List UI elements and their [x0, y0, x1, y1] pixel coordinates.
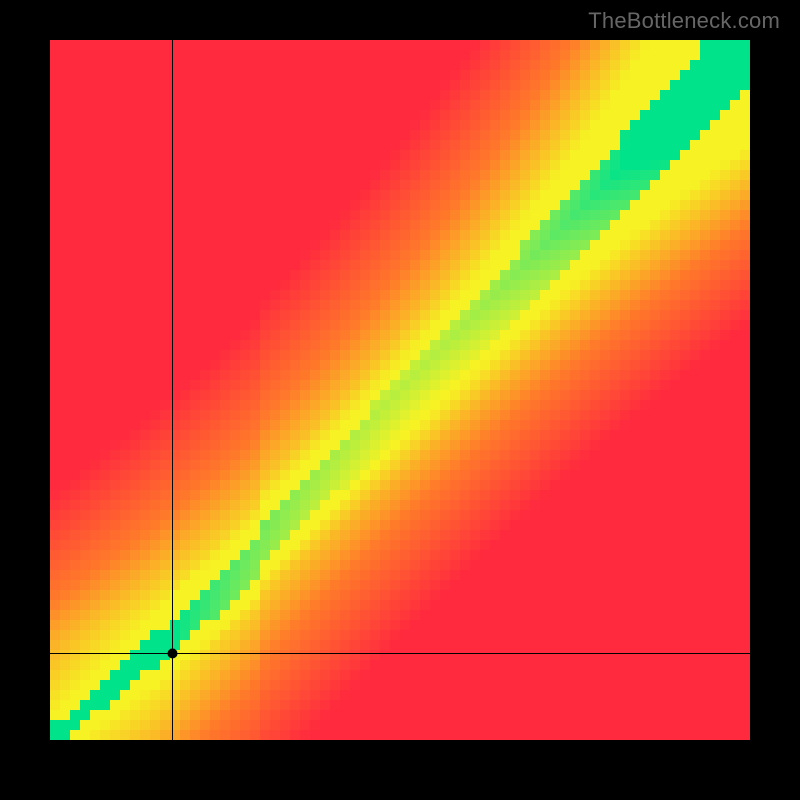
bottleneck-heatmap	[50, 40, 750, 740]
watermark-text: TheBottleneck.com	[588, 8, 780, 34]
chart-container: TheBottleneck.com	[0, 0, 800, 800]
